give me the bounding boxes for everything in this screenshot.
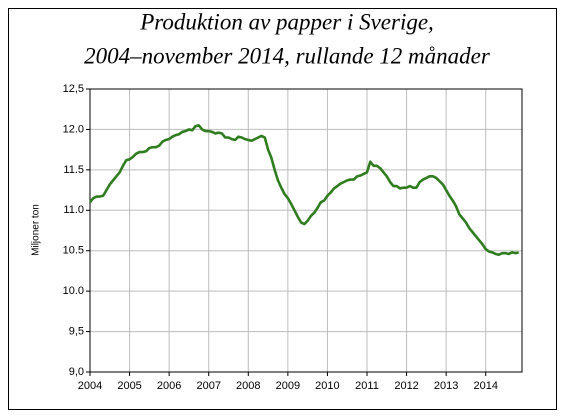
chart-title: Produktion av papper i Sverige, xyxy=(139,9,434,34)
y-tick-label: 11.5 xyxy=(63,164,84,176)
x-tick-label: 2014 xyxy=(473,380,497,392)
x-tick-label: 2011 xyxy=(355,380,379,392)
y-tick-label: 10.0 xyxy=(63,285,84,297)
y-tick-label: 9,5 xyxy=(69,325,84,337)
x-tick-label: 2004 xyxy=(78,380,102,392)
x-tick-label: 2005 xyxy=(117,380,141,392)
x-tick-label: 2008 xyxy=(236,380,260,392)
y-axis-label: Miljoner ton xyxy=(31,204,42,256)
x-tick-label: 2009 xyxy=(276,380,300,392)
frame xyxy=(8,8,557,410)
plot-area xyxy=(89,88,523,373)
x-tick-label: 2010 xyxy=(315,380,339,392)
y-tick-label: 12.0 xyxy=(63,123,84,135)
x-tick-label: 2006 xyxy=(157,380,181,392)
data-line xyxy=(88,124,519,257)
y-tick-label: 11.0 xyxy=(63,204,84,216)
x-tick-label: 2012 xyxy=(394,380,418,392)
x-tick-label: 2013 xyxy=(434,380,458,392)
chart-subtitle: 2004–november 2014, rullande 12 månader xyxy=(84,43,491,68)
y-tick-label: 9,0 xyxy=(69,366,84,378)
y-tick-label: 12,5 xyxy=(63,83,84,95)
y-tick-label: 10.5 xyxy=(63,245,84,257)
x-tick-label: 2007 xyxy=(196,380,220,392)
